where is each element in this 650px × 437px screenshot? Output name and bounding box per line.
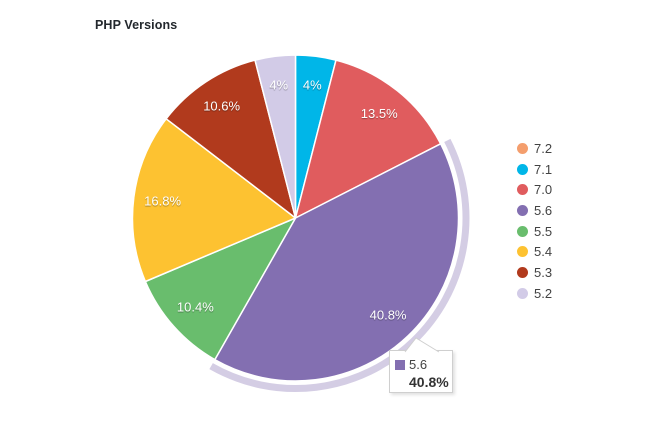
legend-swatch-icon bbox=[517, 163, 528, 175]
legend-swatch-icon bbox=[517, 225, 528, 237]
legend-swatch-icon bbox=[517, 266, 528, 278]
pie-slice-5.5[interactable] bbox=[144, 217, 297, 361]
legend-swatch-icon bbox=[517, 184, 528, 196]
legend-item-7.1[interactable]: 7.1 bbox=[517, 159, 552, 180]
legend-item-5.6[interactable]: 5.6 bbox=[517, 200, 552, 221]
tooltip-value: 40.8% bbox=[409, 374, 449, 390]
slice-percent-label-5.2: 4% bbox=[269, 77, 288, 92]
pie-slice-5.3[interactable] bbox=[165, 59, 297, 219]
legend-item-7.0[interactable]: 7.0 bbox=[517, 179, 552, 200]
legend: 7.2 7.1 7.0 5.6 5.5 5.4 5.3 5.2 bbox=[517, 138, 552, 304]
pie-slice-5.6[interactable] bbox=[214, 143, 460, 382]
legend-swatch-icon bbox=[517, 287, 528, 299]
pie-slice-5.4[interactable] bbox=[131, 118, 297, 283]
chart-title: PHP Versions bbox=[95, 18, 178, 32]
legend-swatch-icon bbox=[517, 142, 528, 154]
tooltip-series-label: 5.6 bbox=[409, 357, 428, 372]
legend-swatch-icon bbox=[517, 246, 528, 258]
legend-item-label: 7.1 bbox=[534, 161, 553, 177]
tooltip: 5.6 40.8% bbox=[389, 337, 453, 393]
legend-item-label: 5.3 bbox=[534, 264, 553, 280]
tooltip-swatch-icon bbox=[395, 359, 405, 370]
slice-percent-label-5.5: 10.4% bbox=[177, 299, 214, 314]
tooltip-caret-icon bbox=[404, 337, 440, 353]
slice-percent-label-7.0: 13.5% bbox=[361, 106, 398, 121]
slice-percent-label-5.4: 16.8% bbox=[144, 193, 181, 208]
slice-percent-label-5.6: 40.8% bbox=[370, 307, 407, 322]
slice-percent-label-5.3: 10.6% bbox=[203, 99, 240, 114]
legend-item-label: 7.0 bbox=[534, 182, 553, 198]
legend-item-label: 5.2 bbox=[534, 285, 553, 301]
slice-percent-label-7.1: 4% bbox=[303, 77, 322, 92]
legend-item-7.2[interactable]: 7.2 bbox=[517, 138, 552, 159]
legend-item-5.5[interactable]: 5.5 bbox=[517, 221, 552, 242]
legend-item-label: 5.4 bbox=[534, 244, 553, 260]
pie-slice-5.2[interactable] bbox=[254, 54, 297, 219]
legend-swatch-icon bbox=[517, 204, 528, 216]
pie-slice-7.0[interactable] bbox=[294, 59, 442, 219]
legend-item-label: 5.5 bbox=[534, 223, 553, 239]
legend-item-label: 5.6 bbox=[534, 202, 553, 218]
legend-item-label: 7.2 bbox=[534, 140, 553, 156]
legend-item-5.2[interactable]: 5.2 bbox=[517, 283, 552, 304]
legend-item-5.4[interactable]: 5.4 bbox=[517, 241, 552, 262]
legend-item-5.3[interactable]: 5.3 bbox=[517, 262, 552, 283]
